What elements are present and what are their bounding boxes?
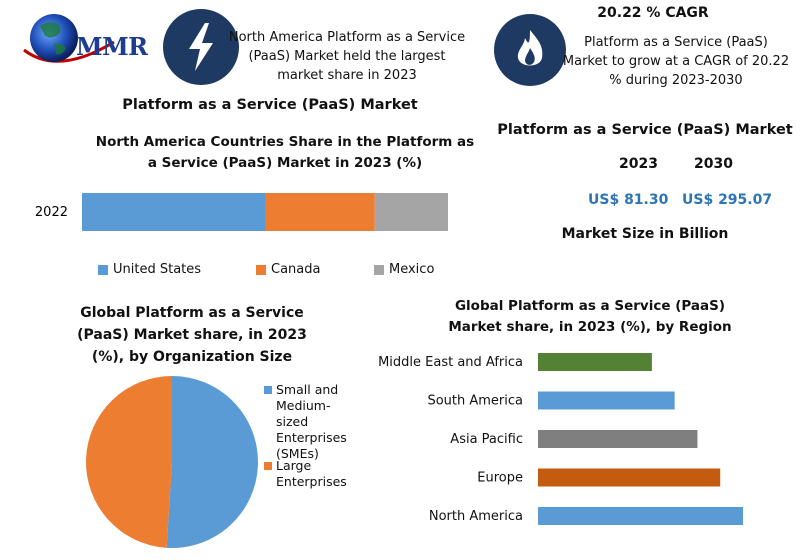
region-label: South America	[427, 394, 523, 409]
lightning-bolt-icon	[163, 9, 239, 85]
legend-swatch	[256, 264, 266, 275]
brand-name: MMR	[76, 32, 148, 61]
region-chart-title: Global Platform as a Service (PaaS) Mark…	[448, 298, 732, 335]
value-2023: US$ 81.30	[588, 192, 669, 208]
legend-swatch	[264, 462, 272, 470]
legend-swatch	[374, 264, 384, 275]
market-size-title: Platform as a Service (PaaS) Market	[497, 122, 793, 138]
page-title: Platform as a Service (PaaS) Market	[122, 97, 418, 113]
legend-item: Mexico	[374, 262, 434, 277]
region-bar-chart: Middle East and Africa South America Asia …	[378, 353, 743, 525]
pie-legend-item: Small and Medium-sized Enterprises (SMEs…	[264, 382, 354, 462]
stacked-bar-segment	[82, 193, 265, 231]
region-label: Asia Pacific	[450, 432, 523, 447]
stacked-chart-title: North America Countries Share in the Pla…	[95, 134, 475, 171]
flame-icon	[494, 14, 566, 86]
highlight-text: North America Platform as a Service (Paa…	[228, 30, 466, 83]
globe-logo-icon	[23, 14, 115, 63]
stacked-bar-segment	[374, 193, 448, 231]
cagr-text: Platform as a Service (PaaS) Market to g…	[562, 35, 790, 88]
region-label: Middle East and Africa	[378, 355, 523, 370]
year-2023-label: 2023	[619, 156, 658, 172]
pie-slice	[86, 376, 172, 548]
pie-slice	[166, 376, 259, 548]
category-label: 2022	[35, 205, 68, 220]
region-bar	[538, 507, 743, 525]
legend-label: Mexico	[389, 262, 435, 277]
market-size-unit: Market Size in Billion	[561, 226, 729, 242]
legend-label: Canada	[271, 262, 321, 277]
legend-swatch	[98, 264, 108, 275]
legend-label: Small and Medium-sized Enterprises (SMEs…	[276, 382, 347, 461]
region-bar	[538, 430, 698, 448]
stacked-bar-chart: 2022	[35, 193, 448, 231]
region-bar	[538, 391, 675, 410]
legend-swatch	[264, 386, 272, 394]
year-2030-label: 2030	[694, 156, 733, 172]
brand-logo: MMR	[18, 6, 158, 78]
legend-label: United States	[113, 262, 202, 277]
cagr-title: 20.22 % CAGR	[597, 5, 709, 21]
value-2030: US$ 295.07	[682, 192, 773, 208]
stacked-legend: United States Canada Mexico	[98, 262, 458, 280]
region-label: Europe	[477, 471, 523, 486]
pie-legend-item: Large Enterprises	[264, 458, 354, 490]
legend-item: United States	[98, 262, 201, 277]
region-label: North America	[429, 509, 523, 524]
legend-label: Large Enterprises	[276, 458, 347, 489]
stacked-bar-segment	[265, 193, 375, 231]
pie-chart-title: Global Platform as a Service (PaaS) Mark…	[77, 305, 307, 365]
region-bar	[538, 353, 652, 371]
legend-item: Canada	[256, 262, 320, 277]
region-bar	[538, 468, 721, 487]
pie-chart	[86, 376, 259, 548]
